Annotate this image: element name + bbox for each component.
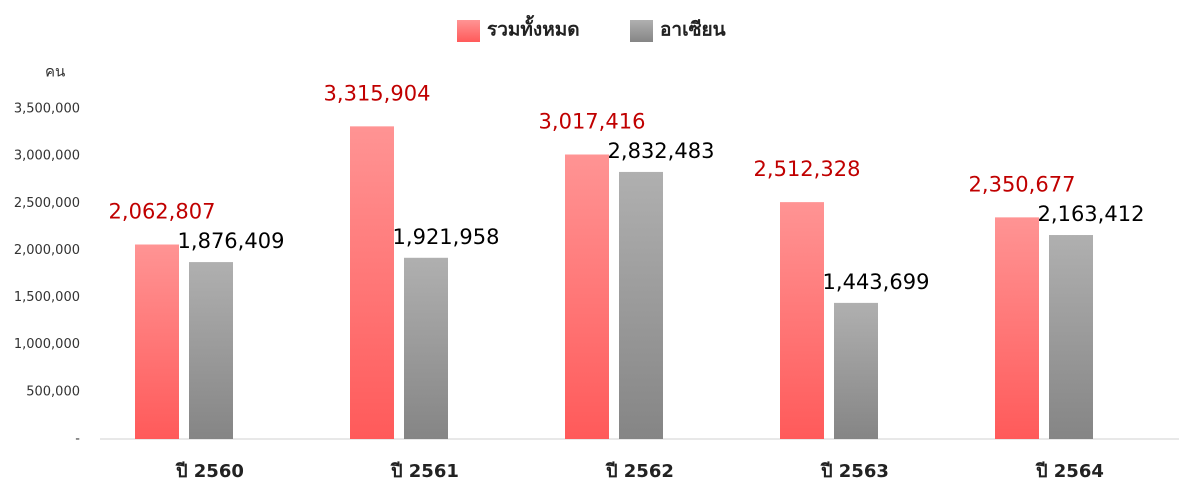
legend-label: รวมทั้งหมด	[487, 15, 580, 41]
value-label: 3,315,904	[324, 81, 431, 105]
bar	[1049, 235, 1093, 439]
legend-swatch	[457, 20, 480, 42]
bar	[189, 262, 233, 439]
x-tick-label: ปี 2563	[820, 461, 889, 482]
bar	[404, 257, 448, 439]
value-label: 2,062,807	[109, 200, 216, 224]
y-tick-label: 3,000,000	[14, 149, 80, 164]
bar	[995, 217, 1039, 439]
x-tick-label: ปี 2560	[175, 461, 244, 482]
y-tick-label: 1,500,000	[14, 290, 80, 305]
y-axis-label: คน	[45, 63, 65, 81]
legend-swatch	[630, 20, 653, 42]
bar	[834, 302, 878, 439]
y-tick-label: 1,000,000	[14, 337, 80, 352]
legend-label: อาเซียน	[660, 19, 726, 41]
x-tick-label: ปี 2562	[605, 461, 674, 482]
bar	[565, 154, 609, 439]
x-tick-label: ปี 2561	[390, 461, 459, 482]
value-label: 2,163,412	[1038, 202, 1145, 226]
value-label: 2,512,328	[754, 157, 861, 181]
y-tick-label: -	[75, 432, 80, 447]
value-label: 2,832,483	[608, 139, 715, 163]
value-label: 3,017,416	[539, 110, 646, 134]
y-tick-label: 500,000	[26, 384, 80, 399]
bar	[350, 126, 394, 440]
bar	[780, 202, 824, 439]
y-tick-label: 2,000,000	[14, 243, 80, 258]
x-tick-label: ปี 2564	[1035, 461, 1104, 482]
y-tick-label: 3,500,000	[14, 102, 80, 117]
bar	[619, 171, 663, 439]
y-tick-label: 2,500,000	[14, 196, 80, 211]
bar	[135, 244, 179, 439]
value-label: 2,350,677	[969, 172, 1076, 196]
value-label: 1,921,958	[393, 225, 500, 249]
value-label: 1,876,409	[178, 229, 285, 253]
value-label: 1,443,699	[823, 270, 930, 294]
